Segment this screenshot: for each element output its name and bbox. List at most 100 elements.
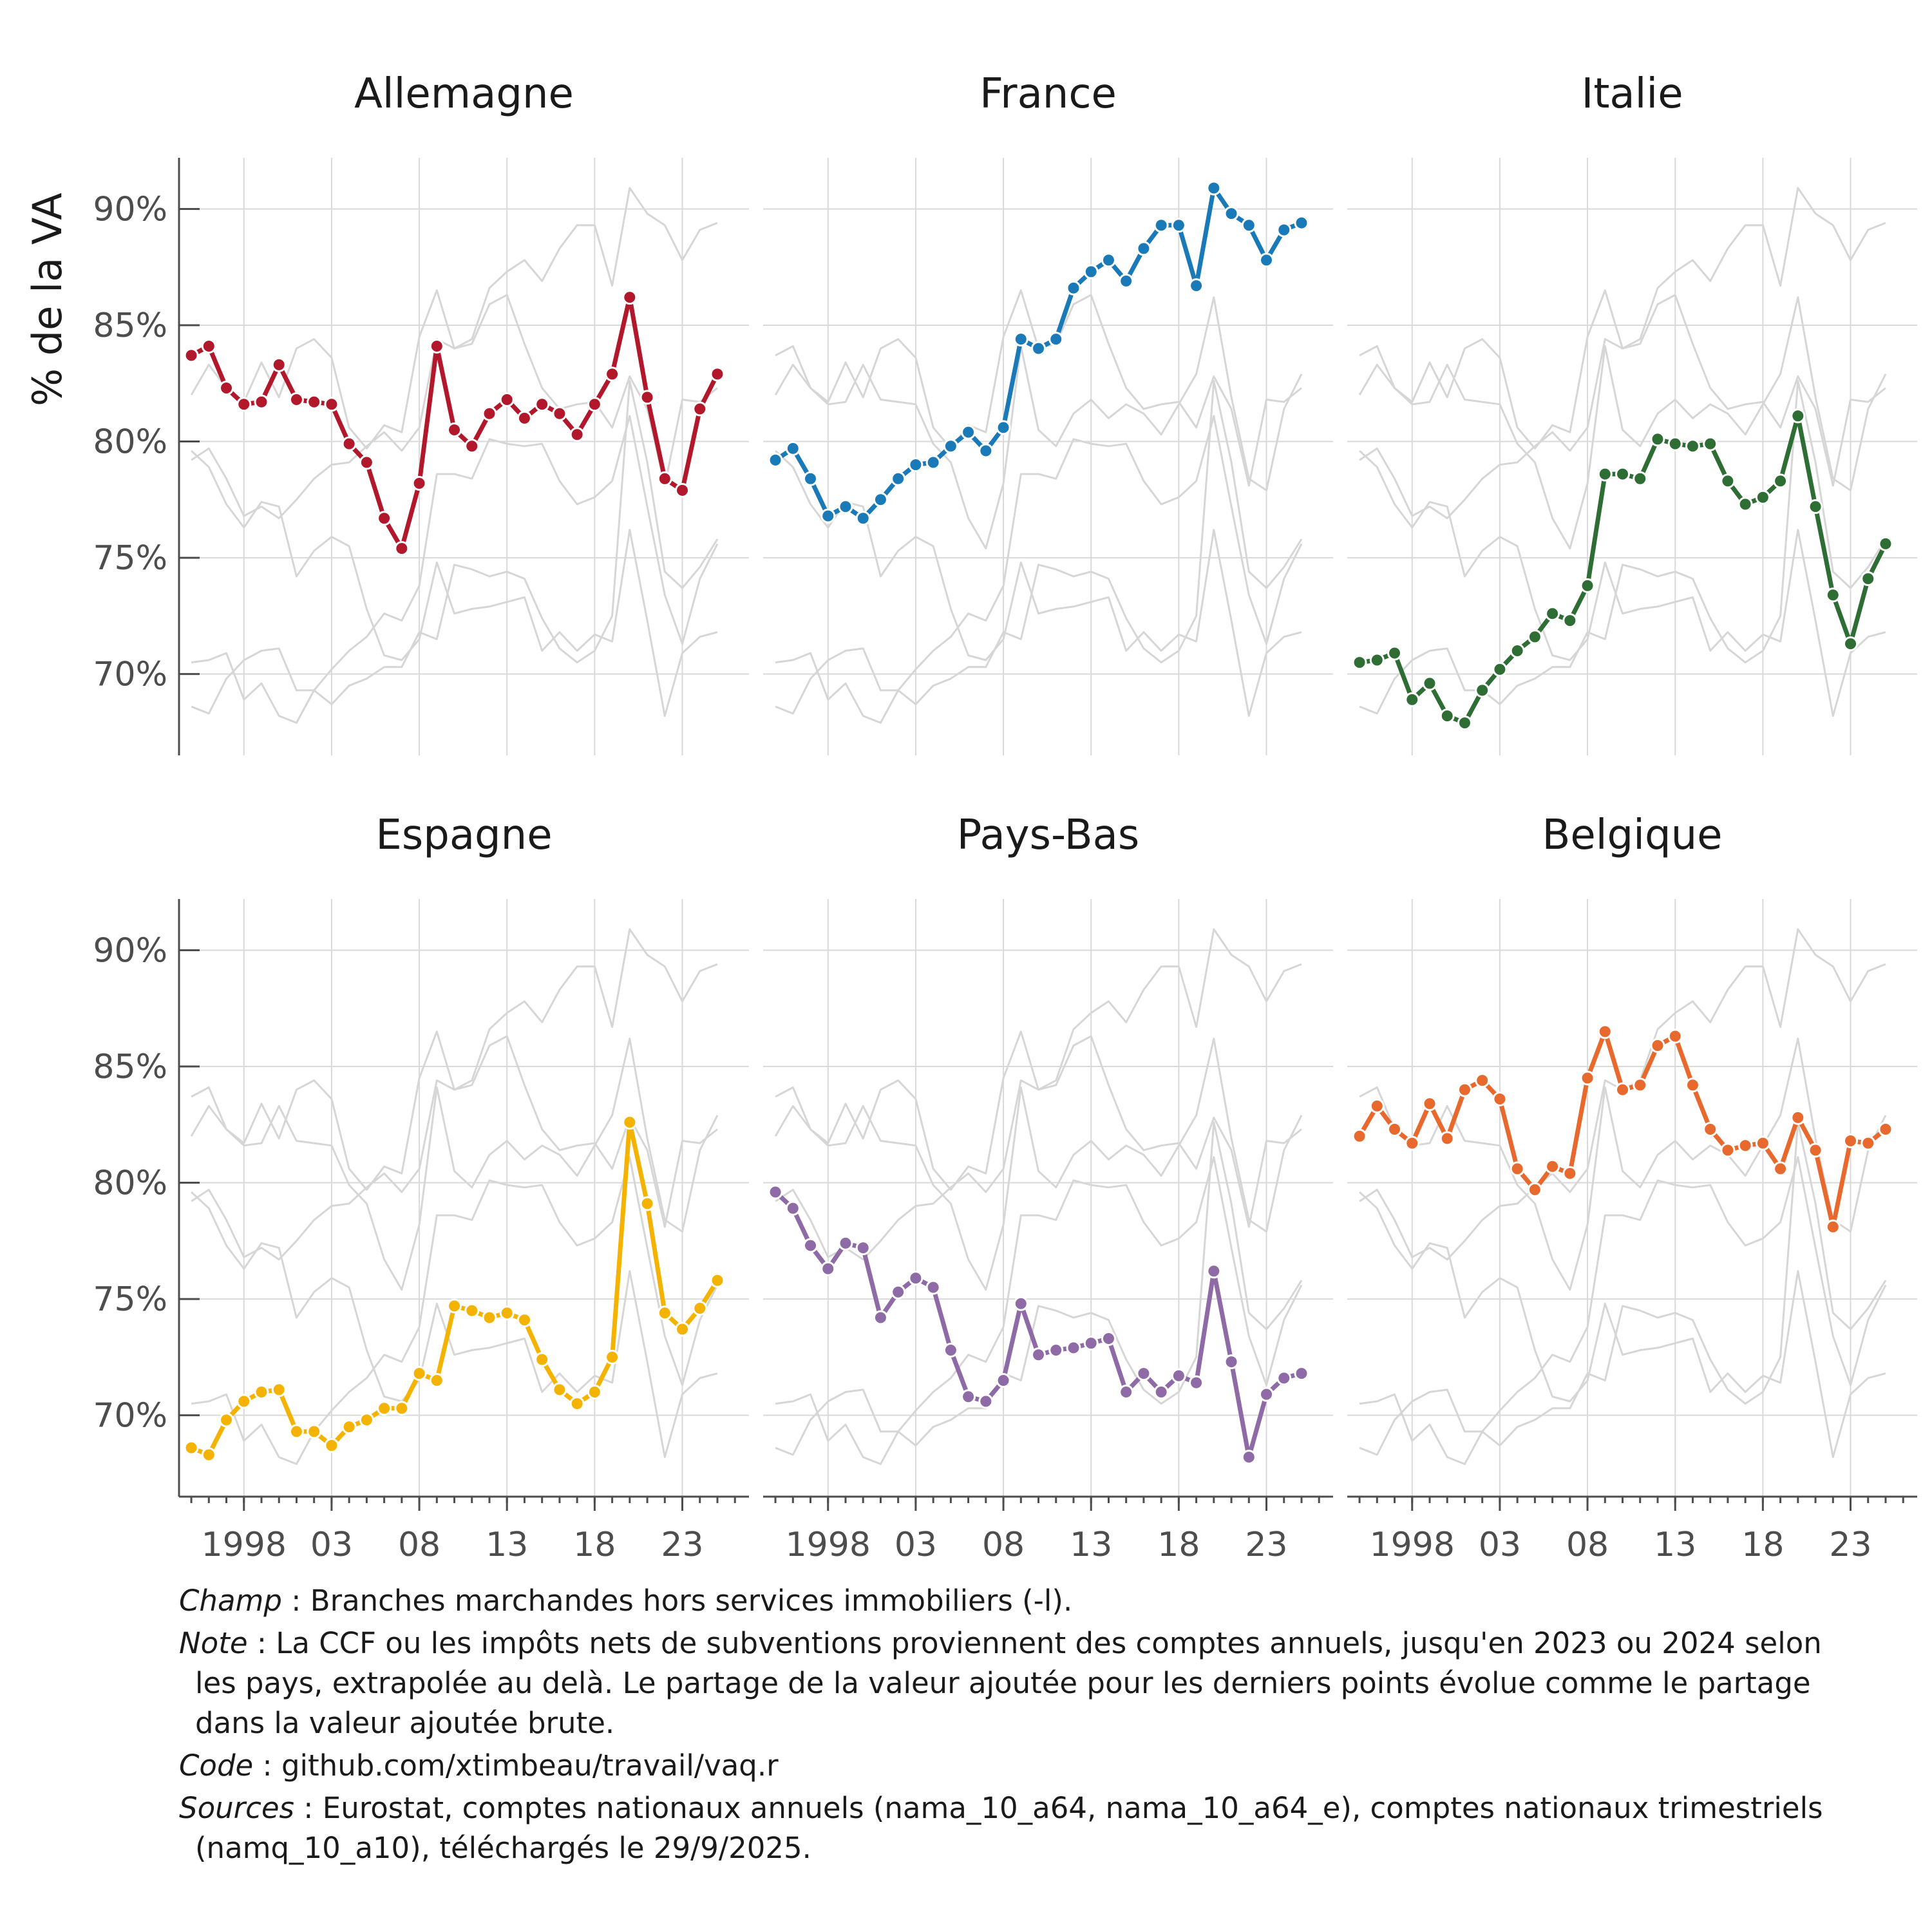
data-point xyxy=(1843,636,1859,652)
data-point xyxy=(1773,1161,1788,1177)
data-point xyxy=(978,443,994,459)
x-tick-label: 08 xyxy=(982,1526,1025,1564)
data-point xyxy=(891,471,906,486)
data-point xyxy=(1720,1142,1736,1158)
data-point xyxy=(499,1305,515,1321)
data-point xyxy=(1224,1354,1239,1370)
data-point xyxy=(1843,1133,1859,1149)
panel-belgique: Belgique 1998 03 08 13 18 23 xyxy=(1347,811,1917,1564)
y-tick-label: 75% xyxy=(93,539,167,578)
data-point xyxy=(1825,587,1841,603)
note-sources-key: Sources xyxy=(179,1791,294,1825)
data-point xyxy=(1241,1450,1256,1465)
data-point xyxy=(1083,264,1099,279)
note-note-text-3: dans la valeur ajoutée brute. xyxy=(195,1706,615,1740)
data-point xyxy=(1510,1161,1525,1177)
data-point xyxy=(394,541,410,556)
background-line-espagne xyxy=(775,1121,1303,1456)
data-point xyxy=(482,406,497,421)
data-point xyxy=(1825,1219,1841,1235)
series-line-italie xyxy=(1357,413,1888,725)
data-point xyxy=(675,1321,690,1337)
data-point xyxy=(785,1200,800,1216)
data-point xyxy=(908,457,923,473)
data-point xyxy=(675,482,690,498)
data-point xyxy=(1405,1135,1420,1151)
x-tick-label: 1998 xyxy=(202,1526,287,1564)
panel-title: Pays-Bas xyxy=(957,811,1139,859)
x-tick-label: 03 xyxy=(310,1526,353,1564)
panel-title: Allemagne xyxy=(354,70,574,118)
panel-title: Espagne xyxy=(375,811,552,859)
data-point xyxy=(271,357,287,372)
data-point xyxy=(1439,708,1455,724)
y-tick-label: 90% xyxy=(93,190,167,229)
data-point xyxy=(1153,218,1169,233)
y-tick-label: 75% xyxy=(93,1280,167,1319)
data-point xyxy=(552,1382,567,1397)
data-point xyxy=(289,392,304,408)
data-point xyxy=(1861,1135,1876,1151)
data-point xyxy=(1580,578,1595,593)
chart-notes: Champ : Branches marchandes hors service… xyxy=(179,1581,1918,1871)
background-line-pays-bas xyxy=(1359,1191,1886,1459)
data-point xyxy=(1101,1331,1116,1346)
background-line-belgique xyxy=(1358,289,1886,487)
data-point xyxy=(1189,278,1204,294)
data-point xyxy=(855,511,871,526)
data-point xyxy=(1615,466,1631,482)
data-point xyxy=(535,397,550,412)
data-point xyxy=(587,1385,602,1400)
note-note-key: Note xyxy=(179,1626,248,1660)
background-line-pays-bas xyxy=(191,450,718,717)
data-point xyxy=(978,1394,994,1409)
data-point xyxy=(838,1235,853,1251)
data-point xyxy=(184,348,199,363)
note-sources-text-2: (namq_10_a10), téléchargés le 29/9/2025. xyxy=(195,1831,811,1865)
panel-title: France xyxy=(980,70,1117,118)
data-point xyxy=(1259,252,1274,268)
data-point xyxy=(1878,536,1893,551)
data-point xyxy=(943,439,958,454)
data-point xyxy=(307,394,322,410)
note-sources-text-1: : Eurostat, comptes nationaux annuels (n… xyxy=(294,1791,1823,1825)
data-point xyxy=(908,1271,923,1286)
data-point xyxy=(1685,1077,1700,1093)
data-point xyxy=(961,1389,976,1405)
data-point xyxy=(1101,252,1116,268)
data-point xyxy=(1206,180,1222,196)
data-point xyxy=(1031,1347,1046,1363)
data-point xyxy=(1241,218,1256,233)
data-point xyxy=(535,1352,550,1367)
data-point xyxy=(873,1310,888,1325)
data-point xyxy=(447,1298,462,1314)
background-line-italie xyxy=(191,1156,719,1465)
data-point xyxy=(925,455,941,470)
y-tick-label: 85% xyxy=(93,1048,167,1086)
background-line-allemagne xyxy=(775,1037,1303,1291)
note-note: Note : La CCF ou les impôts nets de subv… xyxy=(179,1624,1918,1743)
x-tick-label: 08 xyxy=(1566,1526,1609,1564)
data-point xyxy=(1422,676,1437,691)
data-point xyxy=(692,401,708,417)
data-point xyxy=(1703,1121,1718,1137)
background-line-espagne xyxy=(191,380,719,715)
data-point xyxy=(552,406,567,421)
data-point xyxy=(1048,1343,1064,1358)
data-point xyxy=(996,420,1011,435)
data-point xyxy=(1083,1336,1099,1351)
note-note-text-1: : La CCF ou les impôts nets de subventio… xyxy=(247,1626,1822,1660)
panel-title: Belgique xyxy=(1542,811,1722,859)
data-point xyxy=(184,1440,199,1455)
data-point xyxy=(1667,436,1683,451)
data-point xyxy=(1475,683,1490,698)
data-point xyxy=(1510,643,1525,659)
x-tick-label: 18 xyxy=(1157,1526,1200,1564)
data-point xyxy=(925,1280,941,1295)
panel-espagne: Espagne 70% 75% 80% 85% 90% 1998 03 08 13 18 23 xyxy=(93,811,749,1564)
data-point xyxy=(516,1312,532,1328)
data-point xyxy=(1545,606,1560,621)
data-point xyxy=(1013,1296,1028,1311)
note-sources: Sources : Eurostat, comptes nationaux an… xyxy=(179,1788,1918,1868)
data-point xyxy=(943,1343,958,1358)
